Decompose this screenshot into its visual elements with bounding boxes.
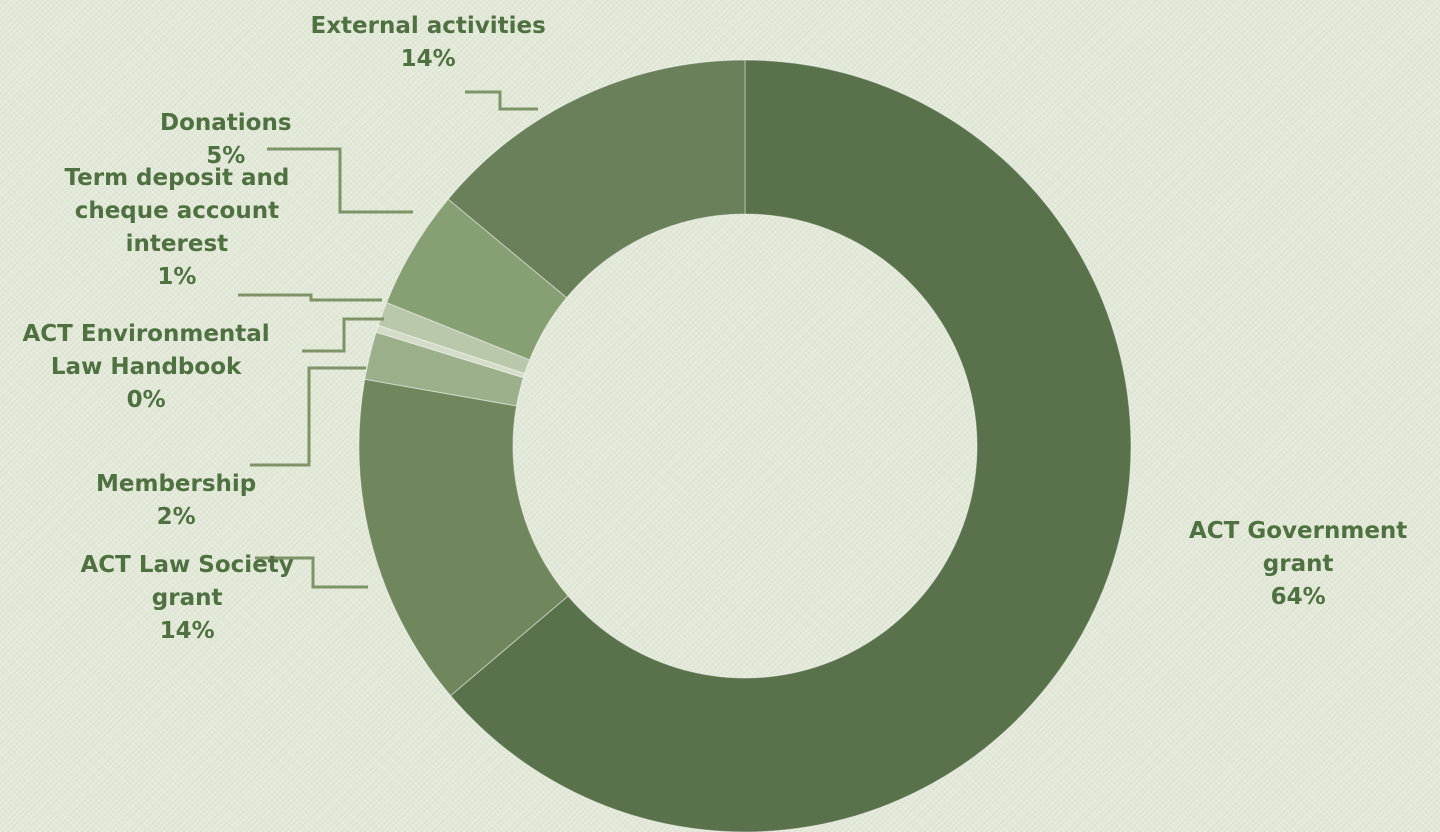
slice-label-donations: Donations 5% — [160, 107, 292, 173]
slice-name-line: ACT Government — [1189, 518, 1408, 544]
slice-name-line: Law Handbook — [50, 354, 242, 380]
slice-act-law-society-grant — [358, 378, 569, 697]
leader-line-act-law-society-grant — [255, 556, 368, 589]
slice-name-line: Donations — [160, 110, 292, 136]
slice-value-label: 0% — [126, 387, 166, 413]
slice-name-line: cheque account — [74, 198, 280, 224]
slice-label-membership: Membership 2% — [96, 468, 256, 534]
leader-line-act-environmental-law-handbook — [302, 317, 384, 353]
slice-name-line: ACT Law Society — [80, 552, 294, 578]
leader-line-membership — [250, 366, 366, 467]
leader-line-external-activities — [465, 90, 538, 111]
slice-value-label: 14% — [159, 618, 215, 644]
slice-name-line: External activities — [310, 13, 546, 39]
slice-name-line: ACT Environmental — [22, 321, 270, 347]
leader-line-term-deposit-and-cheque-account-interest — [238, 293, 382, 302]
slice-value-label: 2% — [156, 504, 196, 530]
slice-label-external-activities: External activities 14% — [311, 10, 546, 76]
slice-name-line: interest — [125, 231, 229, 257]
slice-external-activities — [447, 59, 746, 299]
slice-name-line: grant — [151, 585, 223, 611]
slice-value-label: 5% — [206, 143, 246, 169]
leader-lines-layer — [238, 90, 538, 589]
slice-label-act-government-grant: ACT Government grant 64% — [1189, 515, 1407, 614]
leader-line-donations — [267, 147, 413, 214]
slice-value-label: 14% — [400, 46, 456, 72]
slice-value-label: 1% — [157, 264, 197, 290]
slice-name-line: grant — [1262, 551, 1334, 577]
slice-value-label: 64% — [1270, 584, 1326, 610]
slice-label-act-environmental-law-handbook: ACT Environmental Law Handbook 0% — [23, 318, 270, 417]
slice-name-line: Term deposit and — [64, 165, 290, 191]
slices-layer — [358, 59, 1132, 832]
slice-act-government-grant — [449, 59, 1132, 832]
slice-donations — [385, 198, 568, 361]
slice-label-term-deposit-and-cheque-account-interest: Term deposit and cheque account interest 1% — [65, 162, 290, 294]
slice-name-line: Membership — [96, 471, 257, 497]
slice-label-act-law-society-grant: ACT Law Society grant 14% — [81, 549, 294, 648]
